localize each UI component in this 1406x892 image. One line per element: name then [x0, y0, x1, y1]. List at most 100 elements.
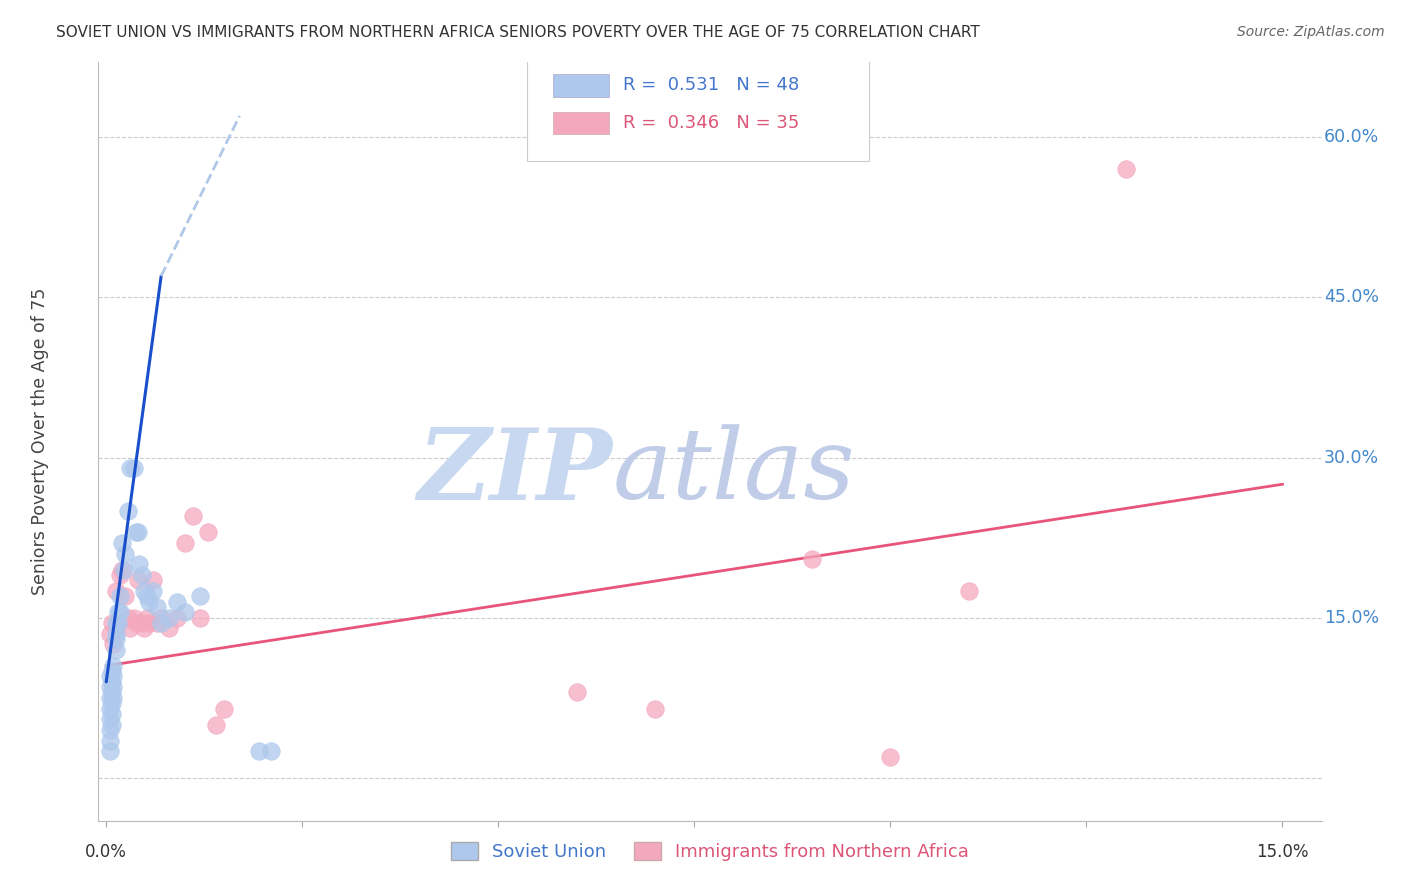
- Point: [98, 723, 121, 737]
- Point: [138, 595, 160, 609]
- Point: [100, 696, 122, 710]
- Text: SOVIET UNION VS IMMIGRANTS FROM NORTHERN AFRICA SENIORS POVERTY OVER THE AGE OF : SOVIET UNION VS IMMIGRANTS FROM NORTHERN…: [56, 25, 980, 40]
- Point: [105, 622, 128, 636]
- Text: ZIP: ZIP: [418, 424, 612, 520]
- Point: [112, 563, 135, 577]
- Point: [105, 616, 128, 631]
- Point: [565, 685, 588, 699]
- Point: [104, 626, 127, 640]
- Point: [122, 461, 145, 475]
- Point: [100, 616, 122, 631]
- Point: [127, 525, 149, 540]
- Point: [107, 616, 129, 631]
- Point: [138, 616, 160, 631]
- Point: [173, 606, 195, 620]
- Text: 60.0%: 60.0%: [1324, 128, 1379, 146]
- Point: [136, 590, 159, 604]
- Point: [205, 717, 228, 731]
- Point: [127, 574, 149, 588]
- Point: [98, 690, 121, 705]
- Point: [132, 584, 155, 599]
- Point: [136, 611, 159, 625]
- Text: R =  0.531   N = 48: R = 0.531 N = 48: [623, 76, 800, 95]
- FancyBboxPatch shape: [526, 55, 869, 161]
- Point: [104, 642, 127, 657]
- Point: [260, 744, 283, 758]
- Point: [157, 611, 180, 625]
- Point: [957, 584, 980, 599]
- Point: [103, 669, 125, 683]
- Point: [100, 685, 122, 699]
- Point: [122, 611, 145, 625]
- Point: [128, 558, 150, 572]
- Text: atlas: atlas: [612, 425, 855, 519]
- Point: [107, 606, 129, 620]
- FancyBboxPatch shape: [554, 74, 609, 96]
- Point: [879, 749, 901, 764]
- Point: [98, 626, 121, 640]
- Point: [132, 622, 155, 636]
- Point: [173, 536, 195, 550]
- Point: [644, 701, 666, 715]
- Point: [108, 606, 131, 620]
- Point: [150, 611, 173, 625]
- Point: [181, 509, 204, 524]
- Point: [146, 616, 169, 631]
- Point: [105, 632, 128, 646]
- Point: [103, 637, 125, 651]
- Text: 45.0%: 45.0%: [1324, 288, 1379, 306]
- Point: [108, 568, 131, 582]
- Text: 15.0%: 15.0%: [1256, 844, 1309, 862]
- Text: Source: ZipAtlas.com: Source: ZipAtlas.com: [1237, 25, 1385, 39]
- Point: [117, 504, 139, 518]
- Point: [118, 622, 141, 636]
- Point: [98, 712, 121, 726]
- Point: [125, 616, 148, 631]
- Point: [103, 690, 125, 705]
- Point: [247, 744, 270, 758]
- Point: [104, 584, 127, 599]
- Point: [131, 568, 153, 582]
- Point: [111, 536, 134, 550]
- Point: [188, 590, 212, 604]
- Point: [142, 574, 165, 588]
- Text: Seniors Poverty Over the Age of 75: Seniors Poverty Over the Age of 75: [31, 288, 49, 595]
- Point: [188, 611, 212, 625]
- Point: [212, 701, 235, 715]
- Point: [100, 706, 122, 721]
- Point: [98, 744, 121, 758]
- Point: [114, 590, 136, 604]
- Point: [111, 563, 134, 577]
- Point: [197, 525, 219, 540]
- Point: [142, 584, 165, 599]
- Text: R =  0.346   N = 35: R = 0.346 N = 35: [623, 114, 800, 132]
- Point: [117, 611, 139, 625]
- Point: [157, 622, 180, 636]
- Point: [98, 669, 121, 683]
- Text: 15.0%: 15.0%: [1324, 608, 1379, 627]
- Point: [166, 611, 188, 625]
- Point: [131, 616, 153, 631]
- Point: [103, 680, 125, 694]
- Point: [166, 595, 188, 609]
- Point: [114, 547, 136, 561]
- Point: [103, 658, 125, 673]
- Point: [108, 590, 131, 604]
- Point: [98, 733, 121, 747]
- Point: [107, 616, 129, 631]
- Text: 0.0%: 0.0%: [86, 844, 127, 862]
- Point: [118, 461, 141, 475]
- Point: [98, 680, 121, 694]
- FancyBboxPatch shape: [554, 112, 609, 135]
- Point: [1115, 162, 1137, 177]
- Point: [98, 701, 121, 715]
- Point: [146, 600, 169, 615]
- Point: [100, 664, 122, 678]
- Legend: Soviet Union, Immigrants from Northern Africa: Soviet Union, Immigrants from Northern A…: [444, 835, 976, 869]
- Text: 30.0%: 30.0%: [1324, 449, 1379, 467]
- Point: [100, 717, 122, 731]
- Point: [100, 674, 122, 689]
- Point: [125, 525, 148, 540]
- Point: [150, 616, 173, 631]
- Point: [801, 552, 824, 566]
